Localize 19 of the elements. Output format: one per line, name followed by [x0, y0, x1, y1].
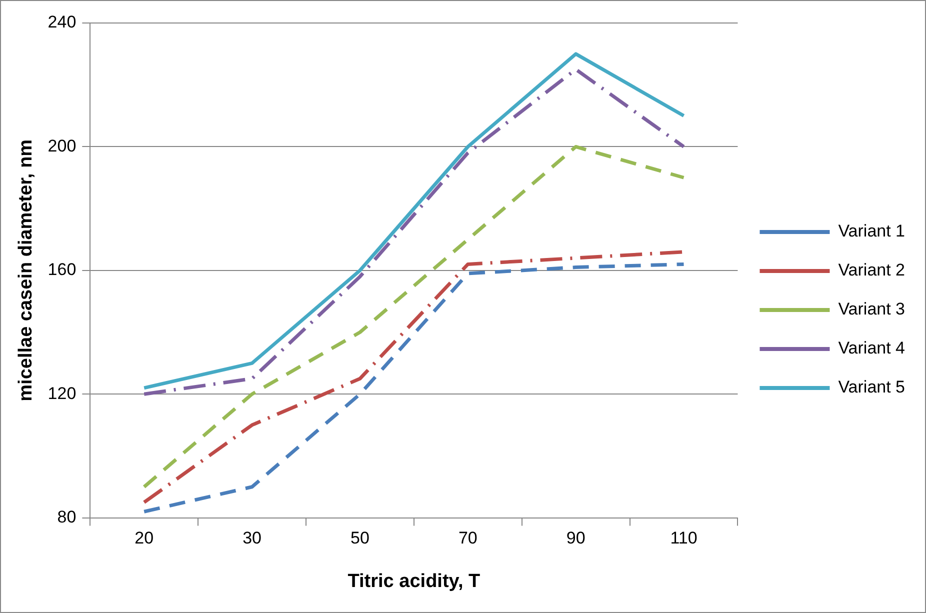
legend-label: Variant 5	[838, 378, 905, 397]
y-tick-label: 200	[48, 136, 76, 156]
x-tick-label: 110	[670, 528, 698, 548]
legend-label: Variant 3	[838, 300, 905, 319]
y-axis-title: micellae casein diameter, nm	[16, 139, 37, 402]
x-tick-label: 30	[242, 528, 262, 548]
y-tick-label: 240	[48, 12, 76, 32]
legend-label: Variant 4	[838, 338, 905, 358]
y-tick-label: 160	[48, 260, 76, 280]
x-tick-label: 20	[134, 528, 154, 548]
x-tick-label: 70	[458, 528, 478, 548]
y-tick-label: 80	[57, 507, 76, 526]
y-tick-label: 120	[48, 384, 76, 403]
x-tick-label: 90	[566, 528, 586, 548]
legend-label: Variant 2	[838, 260, 905, 280]
x-tick-label: 50	[350, 528, 370, 548]
x-axis-title: Titric acidity, T	[348, 570, 480, 592]
line-series	[142, 144, 686, 489]
legend-label: Variant 1	[838, 222, 905, 241]
